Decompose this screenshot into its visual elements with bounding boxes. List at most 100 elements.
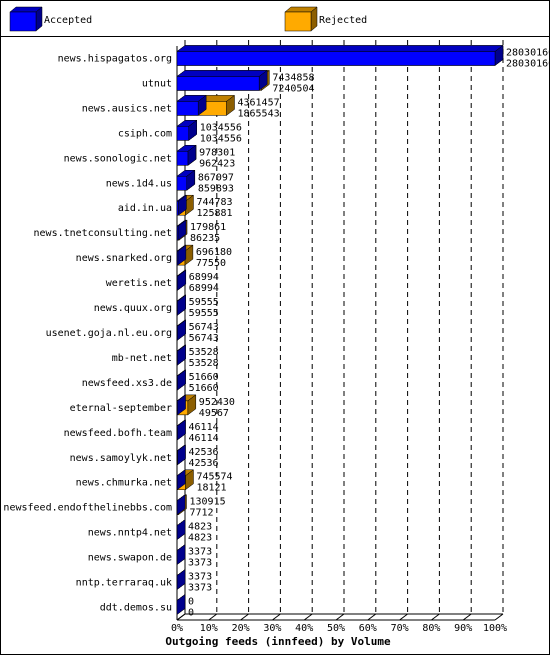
y-tick-label: newsfeed.endofthelinebbs.com (3, 503, 172, 514)
bar-top (176, 45, 504, 52)
y-tick-label: weretis.net (106, 278, 172, 289)
bar (176, 544, 186, 566)
bar (176, 244, 187, 266)
y-tick-label: news.chmurka.net (76, 478, 172, 489)
bar (176, 144, 197, 166)
y-tick-label: news.snarked.org (76, 253, 172, 264)
tick-mark (494, 613, 504, 621)
y-tick-label: news.swapon.de (88, 553, 172, 564)
value-label: 51660 (189, 383, 219, 394)
bar (176, 344, 187, 366)
y-tick-label: news.1d4.us (106, 178, 172, 189)
value-label: 7712 (189, 508, 213, 519)
value-label: 125881 (196, 208, 232, 219)
value-label: 0 (188, 608, 194, 619)
value-label: 7240504 (272, 83, 314, 94)
value-label: 867097 (198, 172, 234, 183)
x-tick-label: 100% (483, 623, 507, 634)
y-tick-label: newsfeed.xs3.de (82, 378, 172, 389)
bar-front (176, 51, 496, 66)
x-tick-label: 10% (200, 623, 218, 634)
value-label: 53528 (189, 347, 219, 358)
bar (176, 194, 188, 216)
bar-front (176, 400, 178, 416)
value-label: 859893 (198, 183, 234, 194)
y-tick-label: news.samoylyk.net (70, 453, 172, 464)
value-label: 0 (188, 597, 194, 608)
bar-top (176, 70, 268, 77)
value-label: 28030160 (506, 58, 550, 69)
x-tick-label: 30% (263, 623, 281, 634)
bar-front (176, 101, 199, 116)
tick-mark (240, 613, 249, 621)
value-label: 1034556 (200, 122, 242, 133)
bar-front (176, 325, 178, 341)
tick-mark (208, 613, 218, 621)
bar-front (176, 250, 179, 266)
value-label: 1034556 (200, 133, 242, 144)
bar (176, 419, 187, 441)
x-tick-label: 80% (422, 623, 440, 634)
bar-front (176, 200, 179, 216)
value-label: 179861 (190, 222, 226, 233)
value-label: 4823 (188, 533, 212, 544)
x-tick-label: 50% (327, 623, 345, 634)
value-label: 3373 (188, 583, 212, 594)
bar (176, 444, 187, 466)
bar (176, 494, 186, 516)
y-tick-label: news.nntp4.net (88, 528, 172, 539)
bar (176, 319, 187, 341)
value-label: 952430 (199, 397, 235, 408)
tick-mark (462, 613, 472, 621)
x-tick-label: 90% (454, 623, 472, 634)
y-tick-label: usenet.goja.nl.eu.org (46, 328, 172, 339)
y-tick-label: news.tnetconsulting.net (34, 228, 172, 239)
tick-mark (367, 613, 377, 621)
x-tick-label: 20% (232, 623, 250, 634)
value-label: 3373 (188, 558, 212, 569)
y-tick-label: news.quux.org (94, 303, 172, 314)
value-label: 130915 (189, 497, 225, 508)
legend-swatch (9, 11, 37, 32)
bar-front (176, 300, 178, 316)
value-label: 1865543 (237, 108, 279, 119)
legend-label: Accepted (44, 15, 92, 26)
value-label: 4823 (188, 522, 212, 533)
value-label: 46114 (189, 433, 219, 444)
value-label: 56743 (189, 322, 219, 333)
bar (176, 69, 268, 91)
bar (176, 44, 504, 66)
bar (176, 94, 207, 116)
tick-mark (303, 613, 313, 621)
bar-front (176, 225, 179, 241)
value-label: 46114 (189, 422, 219, 433)
y-tick-label: news.hispagatos.org (58, 53, 172, 64)
tick-mark (272, 613, 281, 621)
bar-front (176, 275, 179, 291)
tick-mark (399, 613, 408, 621)
bar-front (176, 425, 178, 441)
y-tick-label: mb-net.net (112, 353, 172, 364)
value-label: 59555 (189, 308, 219, 319)
value-label: 7434858 (272, 72, 314, 83)
x-tick-label: 70% (391, 623, 409, 634)
x-tick-label: 60% (359, 623, 377, 634)
value-label: 962423 (199, 158, 235, 169)
bar (176, 519, 186, 541)
value-label: 68994 (189, 272, 219, 283)
bar-side (176, 594, 186, 616)
bar (176, 294, 187, 316)
value-label: 56743 (189, 333, 219, 344)
value-label: 744783 (196, 197, 232, 208)
bar-front (176, 76, 260, 91)
bar (176, 269, 187, 291)
bar (176, 369, 187, 391)
bar (176, 219, 187, 241)
bar-front (176, 126, 189, 141)
value-label: 49567 (199, 408, 229, 419)
value-label: 978301 (199, 147, 235, 158)
bar (176, 594, 186, 616)
y-tick-label: ddt.demos.su (100, 603, 172, 614)
